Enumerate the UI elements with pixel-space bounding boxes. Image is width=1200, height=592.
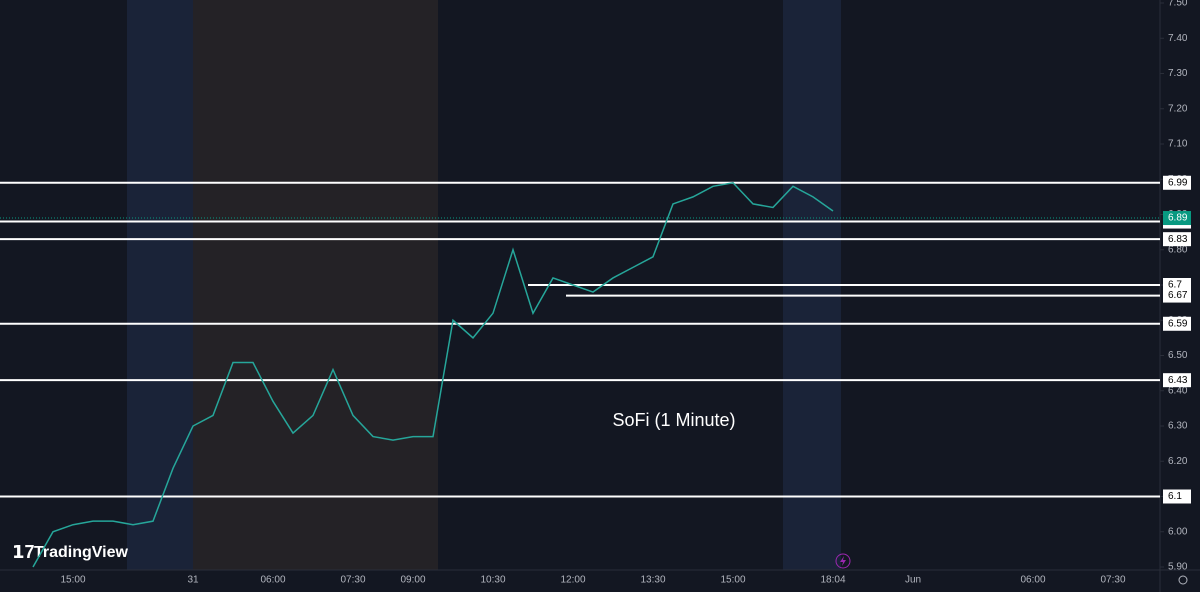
x-tick-label: Jun bbox=[905, 575, 921, 586]
session-shade bbox=[193, 0, 438, 570]
level-label-box bbox=[1163, 316, 1191, 331]
y-tick-label: 7.20 bbox=[1168, 103, 1188, 114]
level-label-box bbox=[1163, 232, 1191, 247]
session-shade bbox=[127, 0, 193, 570]
last-price-box bbox=[1163, 211, 1191, 226]
level-label-box bbox=[1163, 373, 1191, 388]
brand: TradingView bbox=[34, 544, 129, 561]
x-tick-label: 15:00 bbox=[720, 575, 745, 586]
last-price-label: 6.89 bbox=[1168, 213, 1188, 224]
event-icon[interactable] bbox=[835, 553, 851, 569]
y-tick-label: 7.40 bbox=[1168, 33, 1188, 44]
x-tick-label: 10:30 bbox=[480, 575, 505, 586]
level-label: 6.7 bbox=[1168, 280, 1182, 291]
level-label: 6.1 bbox=[1168, 491, 1182, 502]
level-label-box bbox=[1163, 278, 1191, 292]
level-label: 6.67 bbox=[1168, 290, 1188, 301]
y-tick-label: 6.30 bbox=[1168, 421, 1188, 432]
level-label-box bbox=[1163, 489, 1191, 504]
x-tick-label: 31 bbox=[187, 575, 199, 586]
level-label: 6.43 bbox=[1168, 375, 1188, 386]
level-label: 6.59 bbox=[1168, 318, 1188, 329]
y-tick-label: 7.10 bbox=[1168, 139, 1188, 150]
settings-icon[interactable] bbox=[1178, 575, 1188, 585]
y-tick-label: 6.00 bbox=[1168, 526, 1188, 537]
logo-icon: 𝟭7 bbox=[12, 542, 35, 562]
price-line bbox=[32, 181, 834, 568]
y-tick-label: 6.40 bbox=[1168, 385, 1188, 396]
level-label-box bbox=[1163, 175, 1191, 190]
annotation: SoFi (1 Minute) bbox=[612, 410, 735, 430]
event-icon bbox=[840, 556, 846, 566]
y-tick-label: 7.50 bbox=[1168, 0, 1188, 9]
y-tick-label: 5.90 bbox=[1168, 562, 1188, 573]
y-tick-label: 7.30 bbox=[1168, 68, 1188, 79]
x-tick-label: 09:00 bbox=[400, 575, 425, 586]
x-tick-label: 12:00 bbox=[560, 575, 585, 586]
level-label-box bbox=[1163, 288, 1191, 303]
x-tick-label: 15:00 bbox=[60, 575, 85, 586]
x-tick-label: 07:30 bbox=[340, 575, 365, 586]
level-label: 6.83 bbox=[1168, 234, 1188, 245]
y-tick-label: 6.20 bbox=[1168, 456, 1188, 467]
level-label: 6.99 bbox=[1168, 177, 1188, 188]
x-tick-label: 18:04 bbox=[820, 575, 845, 586]
x-tick-label: 06:00 bbox=[1020, 575, 1045, 586]
y-tick-label: 6.50 bbox=[1168, 350, 1188, 361]
x-tick-label: 07:30 bbox=[1100, 575, 1125, 586]
y-tick-label: 6.80 bbox=[1168, 244, 1188, 255]
x-tick-label: 13:30 bbox=[640, 575, 665, 586]
x-tick-label: 06:00 bbox=[260, 575, 285, 586]
